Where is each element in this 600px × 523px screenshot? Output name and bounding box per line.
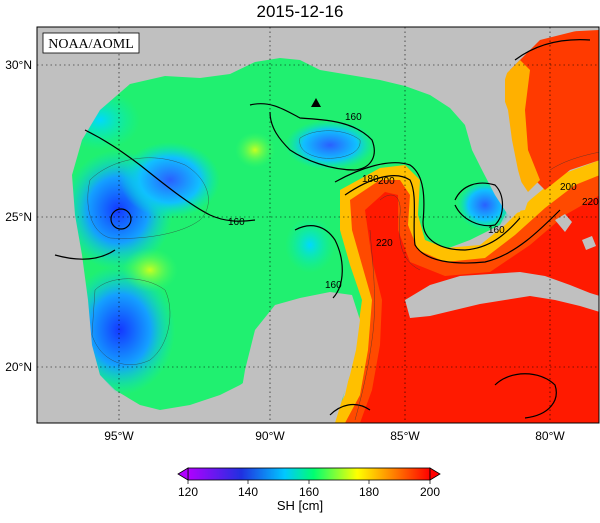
contour-label: 200 <box>560 182 577 193</box>
contour-label: 180 <box>362 174 379 185</box>
colorbar-tick: 180 <box>359 485 379 499</box>
contour-south <box>329 403 371 416</box>
colorbar-label: SH [cm] <box>276 498 324 513</box>
warm-patch-west <box>122 248 178 292</box>
contour-label: 220 <box>376 238 393 249</box>
colorbar-tick: 140 <box>238 485 258 499</box>
contour-200 <box>344 175 561 264</box>
credit-box <box>42 32 140 54</box>
cold-eddy-north <box>120 142 220 218</box>
colorbar-gradient <box>187 467 431 481</box>
cuba-land <box>405 272 599 318</box>
map-title: 2015-12-16 <box>256 2 344 21</box>
contour-label: 160 <box>488 225 505 236</box>
contour-180 <box>334 162 521 251</box>
lon-tick: 95°W <box>104 429 134 443</box>
contour-label: 220 <box>582 197 599 208</box>
plot-frame <box>36 26 600 424</box>
lat-tick: 30°N <box>5 58 32 72</box>
sea-height-field: 160 160 160 180 200 200 220 220 160 <box>37 27 599 423</box>
contour-southeast <box>494 373 557 419</box>
contour-label-group: 160 160 160 180 200 200 220 220 160 <box>228 112 599 291</box>
contour-160-west <box>84 129 256 222</box>
lon-tick: 85°W <box>390 429 420 443</box>
colorbar: 120 140 160 180 200 <box>177 467 441 499</box>
contour-160-center <box>294 225 343 299</box>
contour-160-north <box>249 103 375 171</box>
lat-tick: 25°N <box>5 210 32 224</box>
lon-axis: 95°W 90°W 85°W 80°W <box>104 429 565 443</box>
contour-atlantic <box>514 39 591 61</box>
lon-tick: 90°W <box>255 429 285 443</box>
contour-label: 200 <box>378 176 395 187</box>
us-coast-land <box>37 27 599 423</box>
lon-tick: 80°W <box>535 429 565 443</box>
lat-axis: 30°N 25°N 20°N <box>5 58 32 374</box>
contour-eddy-center <box>110 208 132 230</box>
florida-land <box>455 82 525 215</box>
triangle-marker-icon <box>311 98 321 107</box>
minor-contours <box>87 130 599 421</box>
colorbar-tick: 200 <box>420 485 440 499</box>
bahamas-land <box>555 214 596 250</box>
contour-160-florida <box>454 182 504 227</box>
atlantic-warm <box>510 30 599 190</box>
contour-lines <box>54 39 591 419</box>
contour-label: 160 <box>228 217 245 228</box>
caribbean-warm <box>360 192 599 423</box>
credit-label: NOAA/AOML <box>48 37 134 52</box>
colorbar-tick: 120 <box>178 485 198 499</box>
colorbar-max-arrow <box>429 467 441 481</box>
warm-patch-north <box>235 132 275 168</box>
contour-label: 160 <box>345 112 362 123</box>
cold-eddy-central <box>285 120 375 170</box>
colorbar-min-arrow <box>177 467 189 481</box>
cool-patch-central <box>285 217 335 273</box>
lat-tick: 20°N <box>5 360 32 374</box>
contour-label: 160 <box>325 280 342 291</box>
contour-160-loop <box>54 249 116 260</box>
graticule <box>37 27 599 423</box>
colorbar-tick: 160 <box>299 485 319 499</box>
